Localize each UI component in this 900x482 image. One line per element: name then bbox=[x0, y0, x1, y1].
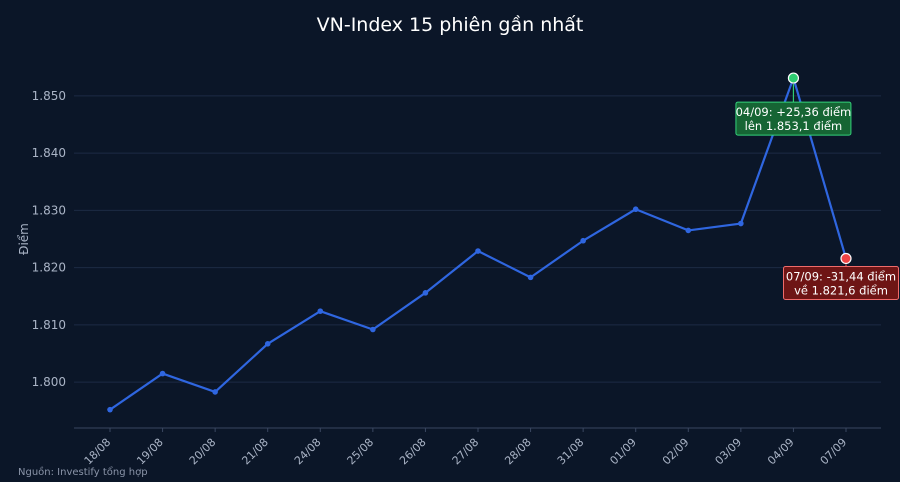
x-tick-label: 21/08 bbox=[239, 436, 271, 468]
x-tick-label: 01/09 bbox=[607, 436, 639, 468]
x-tick-label: 07/09 bbox=[818, 436, 850, 468]
x-tick-label: 20/08 bbox=[187, 436, 219, 468]
x-tick-label: 31/08 bbox=[555, 436, 587, 468]
x-tick-label: 02/09 bbox=[660, 436, 692, 468]
y-tick-label: 1.850 bbox=[32, 89, 66, 103]
x-tick-label: 28/08 bbox=[502, 436, 534, 468]
y-tick-label: 1.830 bbox=[32, 203, 66, 217]
annotation-line-2: lên 1.853,1 điểm bbox=[745, 119, 843, 133]
data-point bbox=[159, 370, 166, 377]
source-note: Nguồn: Investify tổng hợp bbox=[18, 467, 148, 478]
y-tick-label: 1.810 bbox=[32, 318, 66, 332]
axis-layer: 1.800 1.810 1.820 1.830 1.840 1.850 18/08 19/08… bbox=[17, 89, 881, 468]
data-point bbox=[632, 206, 639, 213]
annotation-box bbox=[783, 265, 899, 300]
data-point bbox=[580, 237, 586, 244]
data-point bbox=[527, 274, 534, 281]
data-point bbox=[738, 220, 744, 227]
data-point bbox=[317, 308, 324, 314]
data-point bbox=[422, 290, 429, 296]
annotation-box bbox=[735, 101, 852, 136]
x-tick-label: 03/09 bbox=[713, 436, 745, 468]
x-tick-label: 25/08 bbox=[345, 436, 377, 468]
data-point bbox=[370, 326, 376, 333]
x-tick-label: 04/09 bbox=[765, 436, 797, 468]
drop-marker bbox=[840, 252, 852, 265]
data-point bbox=[264, 341, 271, 347]
x-tick-label: 19/08 bbox=[134, 436, 166, 468]
grid-layer bbox=[74, 95, 881, 383]
annotation-line-1: 04/09: +25,36 điểm bbox=[736, 105, 852, 119]
data-point bbox=[685, 227, 692, 234]
data-point bbox=[212, 389, 218, 395]
data-point bbox=[107, 406, 113, 413]
y-axis-title: Điểm bbox=[17, 223, 31, 255]
y-tick-label: 1.840 bbox=[32, 146, 66, 160]
y-tick-label: 1.800 bbox=[32, 375, 66, 389]
peak-marker bbox=[787, 72, 800, 84]
y-tick-label: 1.820 bbox=[32, 261, 66, 275]
x-tick-label: 18/08 bbox=[82, 436, 114, 468]
x-tick-label: 26/08 bbox=[397, 436, 429, 468]
data-point bbox=[475, 248, 481, 254]
chart-title: VN-Index 15 phiên gần nhất bbox=[316, 14, 584, 36]
x-tick-label: 24/08 bbox=[292, 436, 324, 468]
annotation-line-2: về 1.821,6 điểm bbox=[794, 283, 888, 297]
annotation-line-1: 07/09: -31,44 điểm bbox=[786, 269, 896, 283]
x-tick-label: 27/08 bbox=[450, 436, 482, 468]
